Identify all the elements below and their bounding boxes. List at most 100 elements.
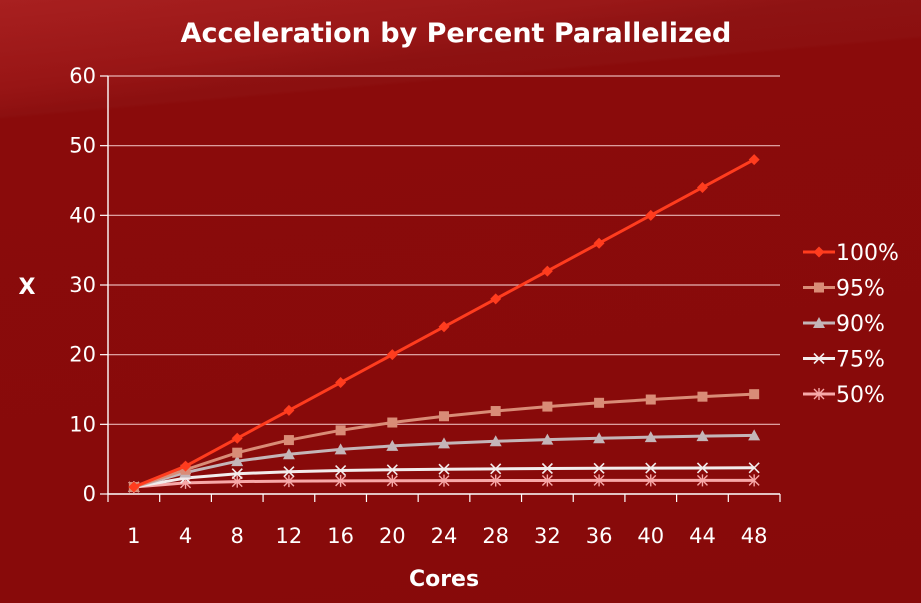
y-tick-label: 40 <box>69 203 96 227</box>
data-point <box>438 463 450 475</box>
data-point <box>334 443 347 455</box>
x-tick-label: 8 <box>231 524 244 548</box>
data-point <box>696 181 708 193</box>
x-tick-label: 4 <box>179 524 192 548</box>
legend-item: 100% <box>803 241 899 266</box>
legend-item: 75% <box>803 348 885 373</box>
data-point <box>813 388 825 400</box>
data-point <box>696 462 709 474</box>
data-point <box>541 462 553 475</box>
x-tick-label: 32 <box>534 524 561 548</box>
data-point <box>645 209 657 221</box>
data-point <box>644 431 657 443</box>
x-tick-label: 36 <box>586 524 613 548</box>
x-tick-label: 16 <box>327 524 354 548</box>
data-point <box>283 404 295 416</box>
data-point <box>231 468 243 480</box>
data-point <box>438 321 450 333</box>
data-point <box>128 481 140 493</box>
data-point <box>749 389 760 400</box>
data-point <box>813 352 825 365</box>
data-point <box>386 464 398 476</box>
data-point <box>696 474 708 487</box>
legend-label: 90% <box>836 312 885 337</box>
y-axis-title: X <box>19 275 36 300</box>
data-point <box>438 437 450 449</box>
data-point <box>814 282 824 293</box>
x-axis-title: Cores <box>409 567 479 592</box>
legend-label: 50% <box>836 383 885 408</box>
data-point <box>748 462 760 474</box>
data-point <box>386 474 398 487</box>
data-point <box>231 432 243 444</box>
data-point <box>283 435 294 446</box>
data-point <box>748 429 761 441</box>
x-tick-label: 24 <box>431 524 458 548</box>
data-point <box>697 391 708 402</box>
legend-label: 75% <box>836 348 885 373</box>
data-point <box>748 474 760 487</box>
y-tick-label: 10 <box>69 412 96 436</box>
y-tick-labels: 0 10 20 30 40 50 60 <box>69 64 96 506</box>
data-point <box>231 455 244 467</box>
data-point <box>645 474 657 487</box>
data-point <box>748 154 760 166</box>
y-tick-label: 50 <box>69 134 96 158</box>
x-tick-label: 28 <box>482 524 509 548</box>
y-tick-label: 0 <box>83 482 96 506</box>
data-point <box>180 460 192 472</box>
data-point <box>438 474 450 487</box>
data-point <box>283 466 295 478</box>
chart-title: Acceleration by Percent Parallelized <box>181 18 732 49</box>
data-point <box>231 475 243 488</box>
x-tick-label: 44 <box>689 524 716 548</box>
data-point <box>541 474 553 487</box>
data-point <box>490 406 501 417</box>
data-point <box>645 462 657 474</box>
data-point <box>232 447 243 458</box>
x-tick-labels: 1 4 8 12 16 20 24 28 32 36 40 44 48 <box>127 524 767 548</box>
data-point <box>593 432 606 444</box>
data-point <box>594 397 605 408</box>
legend-item: 95% <box>803 277 885 302</box>
data-point <box>282 448 295 460</box>
y-tick-label: 60 <box>69 64 96 88</box>
x-tick-label: 48 <box>741 524 768 548</box>
data-point <box>489 435 502 447</box>
data-point <box>813 246 825 258</box>
data-point <box>439 411 449 422</box>
data-point <box>813 317 825 328</box>
data-point <box>541 265 553 277</box>
data-point <box>335 377 347 389</box>
data-point <box>386 349 398 361</box>
legend-item: 90% <box>803 312 885 337</box>
y-tick-label: 20 <box>69 343 96 367</box>
x-tick-label: 1 <box>127 524 140 548</box>
data-point <box>387 417 398 428</box>
data-point <box>593 474 605 487</box>
data-point <box>335 464 347 477</box>
data-point <box>593 462 605 474</box>
x-tick-label: 12 <box>276 524 303 548</box>
data-point <box>541 433 554 445</box>
y-tick-label: 30 <box>69 273 96 297</box>
data-point <box>283 475 295 488</box>
data-point <box>335 474 347 487</box>
x-tick-label: 40 <box>637 524 664 548</box>
series-50-pct <box>128 474 760 494</box>
x-tick-label: 20 <box>379 524 406 548</box>
gridlines <box>108 75 780 425</box>
data-point <box>490 293 502 305</box>
data-point <box>593 237 605 249</box>
data-point <box>645 394 656 405</box>
axes <box>100 75 781 502</box>
legend-item: 50% <box>803 383 885 408</box>
legend-label: 100% <box>836 241 899 266</box>
legend: 100% 95% 90% 75% 50% <box>803 241 899 408</box>
data-point <box>696 430 709 442</box>
series-lines <box>127 154 761 494</box>
series-100-pct <box>128 154 760 493</box>
data-point <box>386 439 399 451</box>
